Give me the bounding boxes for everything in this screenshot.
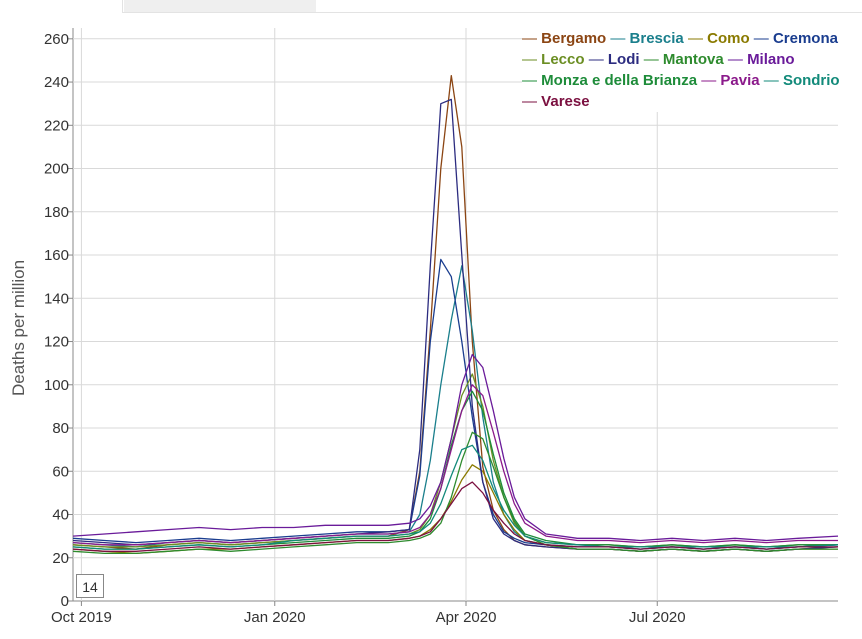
series-lines bbox=[72, 74, 839, 555]
y-tick-label: 0 bbox=[61, 593, 69, 610]
legend-label: Pavia bbox=[720, 72, 760, 89]
legend-item: — Sondrio bbox=[764, 72, 840, 89]
tab-first[interactable] bbox=[0, 0, 123, 13]
legend-item: — Pavia bbox=[701, 72, 759, 89]
legend-swatch: — bbox=[763, 72, 783, 89]
legend-item: — Milano bbox=[728, 51, 795, 68]
y-tick-label: 240 bbox=[44, 74, 69, 91]
y-axis-label: Deaths per million bbox=[9, 260, 28, 396]
x-tick-label: Apr 2020 bbox=[436, 609, 497, 626]
y-tick-label: 80 bbox=[52, 420, 69, 437]
legend-label: Lecco bbox=[541, 51, 585, 68]
legend-label: Como bbox=[707, 30, 750, 47]
legend-label: Cremona bbox=[772, 30, 838, 47]
y-tick-label: 120 bbox=[44, 334, 69, 351]
series-line-pavia bbox=[72, 384, 838, 546]
legend-item: — Cremona bbox=[754, 30, 838, 47]
legend-swatch: — bbox=[522, 51, 542, 68]
y-tick-label: 200 bbox=[44, 161, 69, 178]
series-line-varese bbox=[72, 481, 838, 552]
legend-swatch: — bbox=[701, 72, 721, 89]
y-tick-label: 260 bbox=[44, 31, 69, 48]
legend-label: Lodi bbox=[607, 51, 640, 68]
x-tick-label: Jan 2020 bbox=[244, 609, 306, 626]
series-line-brescia bbox=[72, 265, 839, 550]
grid bbox=[68, 28, 838, 606]
legend-item: — Brescia bbox=[610, 30, 683, 47]
legend-swatch: — bbox=[687, 30, 708, 47]
legend-swatch: — bbox=[588, 51, 608, 68]
legend-item: — Como bbox=[688, 30, 750, 47]
tab-divider bbox=[122, 12, 862, 13]
legend-label: Varese bbox=[541, 93, 590, 110]
legend-item: — Varese bbox=[522, 93, 590, 110]
series-line-sondrio bbox=[72, 444, 839, 550]
y-tick-label: 40 bbox=[52, 507, 69, 524]
legend-item: — Bergamo bbox=[522, 30, 606, 47]
y-axis-ticks: 0 20 40 60 80 100 120 140 160 180 200 220 240 260 bbox=[44, 31, 69, 610]
series-line-mantova bbox=[72, 431, 838, 555]
legend-swatch: — bbox=[727, 51, 748, 68]
tab-second[interactable] bbox=[124, 0, 316, 12]
series-line-cremona bbox=[72, 258, 839, 550]
y-tick-label: 220 bbox=[44, 117, 69, 134]
legend-label: Monza e della Brianza bbox=[541, 72, 698, 89]
legend-swatch: — bbox=[610, 30, 630, 47]
legend-swatch: — bbox=[522, 30, 542, 47]
series-line-como bbox=[72, 464, 838, 555]
legend: — Bergamo — Brescia — Como — Cremona — L… bbox=[522, 28, 840, 112]
series-line-lecco bbox=[72, 373, 838, 548]
legend-item: — Mantova bbox=[644, 51, 724, 68]
x-axis-ticks: Oct 2019 Jan 2020 Apr 2020 Jul 2020 bbox=[51, 609, 686, 626]
legend-swatch: — bbox=[522, 93, 542, 110]
legend-swatch: — bbox=[522, 72, 542, 89]
x-tick-label: Jul 2020 bbox=[629, 609, 686, 626]
legend-item: — Lecco bbox=[522, 51, 585, 68]
legend-label: Brescia bbox=[629, 30, 684, 47]
legend-label: Bergamo bbox=[541, 30, 607, 47]
window-size-input[interactable]: 14 bbox=[76, 574, 104, 598]
y-tick-label: 60 bbox=[52, 463, 69, 480]
legend-label: Milano bbox=[747, 51, 795, 68]
legend-label: Sondrio bbox=[782, 72, 840, 89]
legend-label: Mantova bbox=[662, 51, 724, 68]
y-tick-label: 20 bbox=[52, 550, 69, 567]
series-line-milano bbox=[72, 353, 839, 542]
legend-swatch: — bbox=[643, 51, 663, 68]
legend-swatch: — bbox=[753, 30, 773, 47]
series-line-bergamo bbox=[72, 74, 839, 552]
x-tick-label: Oct 2019 bbox=[51, 609, 112, 626]
y-tick-label: 100 bbox=[44, 377, 69, 394]
y-tick-label: 140 bbox=[44, 290, 69, 307]
legend-item: — Lodi bbox=[589, 51, 640, 68]
y-tick-label: 180 bbox=[44, 204, 69, 221]
legend-item: — Monza e della Brianza bbox=[522, 72, 697, 89]
y-tick-label: 160 bbox=[44, 247, 69, 264]
